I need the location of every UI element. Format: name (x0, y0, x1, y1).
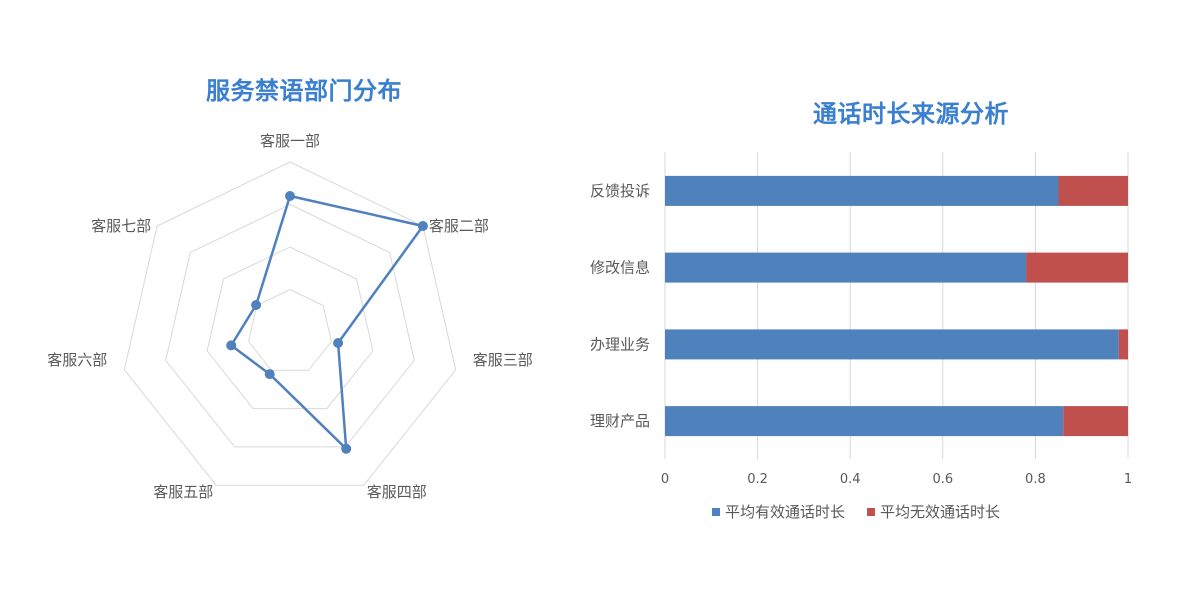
radar-category-label: 客服三部 (473, 351, 533, 369)
bar-segment-ineffective (1063, 406, 1128, 437)
radar-category-label: 客服四部 (367, 483, 427, 501)
radar-series-line (229, 194, 425, 451)
bar-segment-effective (665, 252, 1027, 283)
x-axis-tick-label: 0 (661, 472, 669, 487)
y-axis-category-label: 反馈投诉 (590, 182, 650, 200)
radar-data-point (285, 191, 295, 201)
x-axis-tick-label: 0.2 (747, 472, 768, 487)
legend-label-ineffective: 平均无效通话时长 (880, 503, 1001, 521)
radar-category-label: 客服五部 (153, 483, 213, 501)
bar-segment-ineffective (1058, 175, 1128, 206)
radar-data-point (251, 300, 262, 310)
radar-category-label: 客服七部 (91, 217, 151, 235)
bar-chart-title: 通话时长来源分析 (813, 100, 1009, 128)
bar-chart-legend: 平均有效通话时长 平均无效通话时长 (712, 501, 1022, 522)
radar-category-label: 客服一部 (260, 132, 320, 150)
bar-segment-effective (665, 406, 1064, 437)
radar-data-point (333, 338, 344, 348)
radar-data-point (341, 443, 352, 454)
radar-data-point (264, 369, 275, 380)
bar-segment-ineffective (1026, 252, 1128, 283)
x-axis-tick-label: 1 (1124, 472, 1132, 487)
radar-grid-ring (206, 246, 374, 410)
legend-swatch-blue (712, 507, 720, 516)
radar-grid-ring (165, 203, 415, 448)
radar-grid-ring (123, 161, 457, 486)
bar-segment-ineffective (1118, 329, 1128, 360)
x-axis-tick-label: 0.4 (840, 472, 861, 487)
radar-chart-title: 服务禁语部门分布 (206, 77, 402, 105)
x-axis-tick-label: 0.8 (1025, 472, 1046, 487)
radar-category-label: 客服六部 (47, 351, 107, 369)
radar-data-point (417, 221, 428, 231)
bar-segment-effective (665, 175, 1059, 206)
bar-segment-effective (665, 329, 1119, 360)
legend-label-effective: 平均有效通话时长 (725, 503, 846, 521)
legend-item-effective: 平均有效通话时长 (712, 501, 845, 522)
y-axis-category-label: 理财产品 (590, 412, 650, 430)
radar-grid-ring (248, 288, 332, 371)
radar-category-label: 客服二部 (429, 217, 489, 235)
y-axis-category-label: 修改信息 (590, 259, 650, 277)
x-axis-tick-label: 0.6 (932, 472, 953, 487)
y-axis-category-label: 办理业务 (590, 335, 650, 353)
legend-item-ineffective: 平均无效通话时长 (867, 501, 1000, 522)
legend-swatch-red (867, 507, 876, 516)
radar-data-point (226, 340, 237, 351)
